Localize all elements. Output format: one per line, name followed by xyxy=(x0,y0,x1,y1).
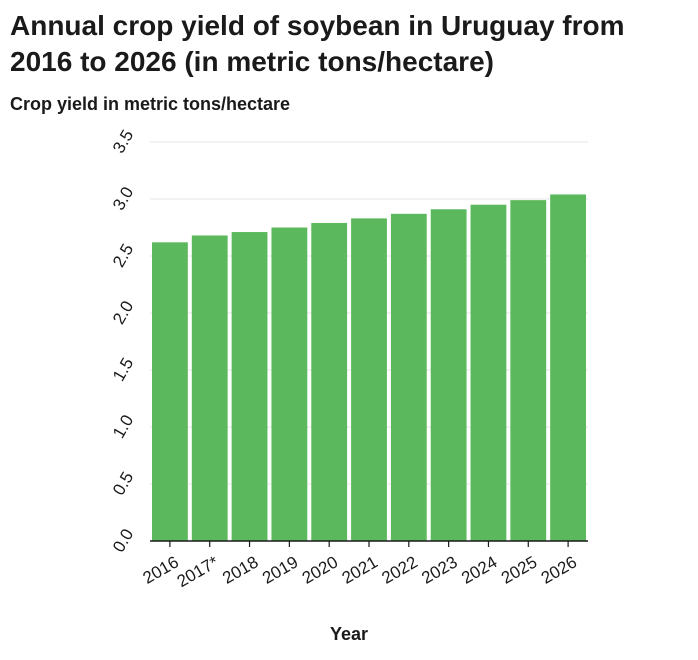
bar xyxy=(152,242,188,541)
y-tick-label: 1.5 xyxy=(109,355,137,385)
bar xyxy=(510,200,547,541)
y-tick-label: 3.5 xyxy=(109,127,137,157)
y-tick-label: 2.5 xyxy=(109,241,137,271)
x-tick-label: 2017* xyxy=(174,552,222,591)
x-tick-label: 2021 xyxy=(339,552,381,587)
x-axis-label: Year xyxy=(329,624,369,644)
x-tick-label: 2023 xyxy=(418,552,460,587)
chart-title: Annual crop yield of soybean in Uruguay … xyxy=(10,10,625,77)
x-tick-label: 2019 xyxy=(259,552,301,587)
y-tick-labels: 0.0 0.5 1.0 1.5 2.0 2.5 3.0 3.5 xyxy=(109,127,137,556)
y-axis-label: Crop yield in metric tons/hectare xyxy=(10,94,291,114)
axes xyxy=(150,540,588,547)
bar xyxy=(351,218,387,541)
bar xyxy=(430,209,467,541)
bar xyxy=(550,194,586,541)
y-tick-label: 0.5 xyxy=(109,469,137,499)
bar xyxy=(470,204,507,541)
bar xyxy=(191,235,228,542)
y-tick-label: 1.0 xyxy=(109,412,137,442)
bar xyxy=(390,213,427,541)
x-tick-label: 2024 xyxy=(458,552,500,587)
y-tick-label: 3.0 xyxy=(109,184,137,214)
bars xyxy=(152,194,586,542)
x-tick-label: 2016 xyxy=(140,552,182,587)
x-tick-label: 2025 xyxy=(498,552,540,587)
bar xyxy=(271,227,308,541)
x-tick-labels: 20162017*2018201920202021202220232024202… xyxy=(140,552,580,591)
bar xyxy=(231,232,268,541)
x-tick-label: 2026 xyxy=(538,552,580,587)
bar xyxy=(311,222,348,541)
x-tick-label: 2022 xyxy=(379,552,421,587)
x-tick-label: 2020 xyxy=(299,552,341,587)
y-tick-label: 0.0 xyxy=(109,526,137,556)
y-tick-label: 2.0 xyxy=(109,298,137,328)
x-tick-label: 2018 xyxy=(219,552,261,587)
